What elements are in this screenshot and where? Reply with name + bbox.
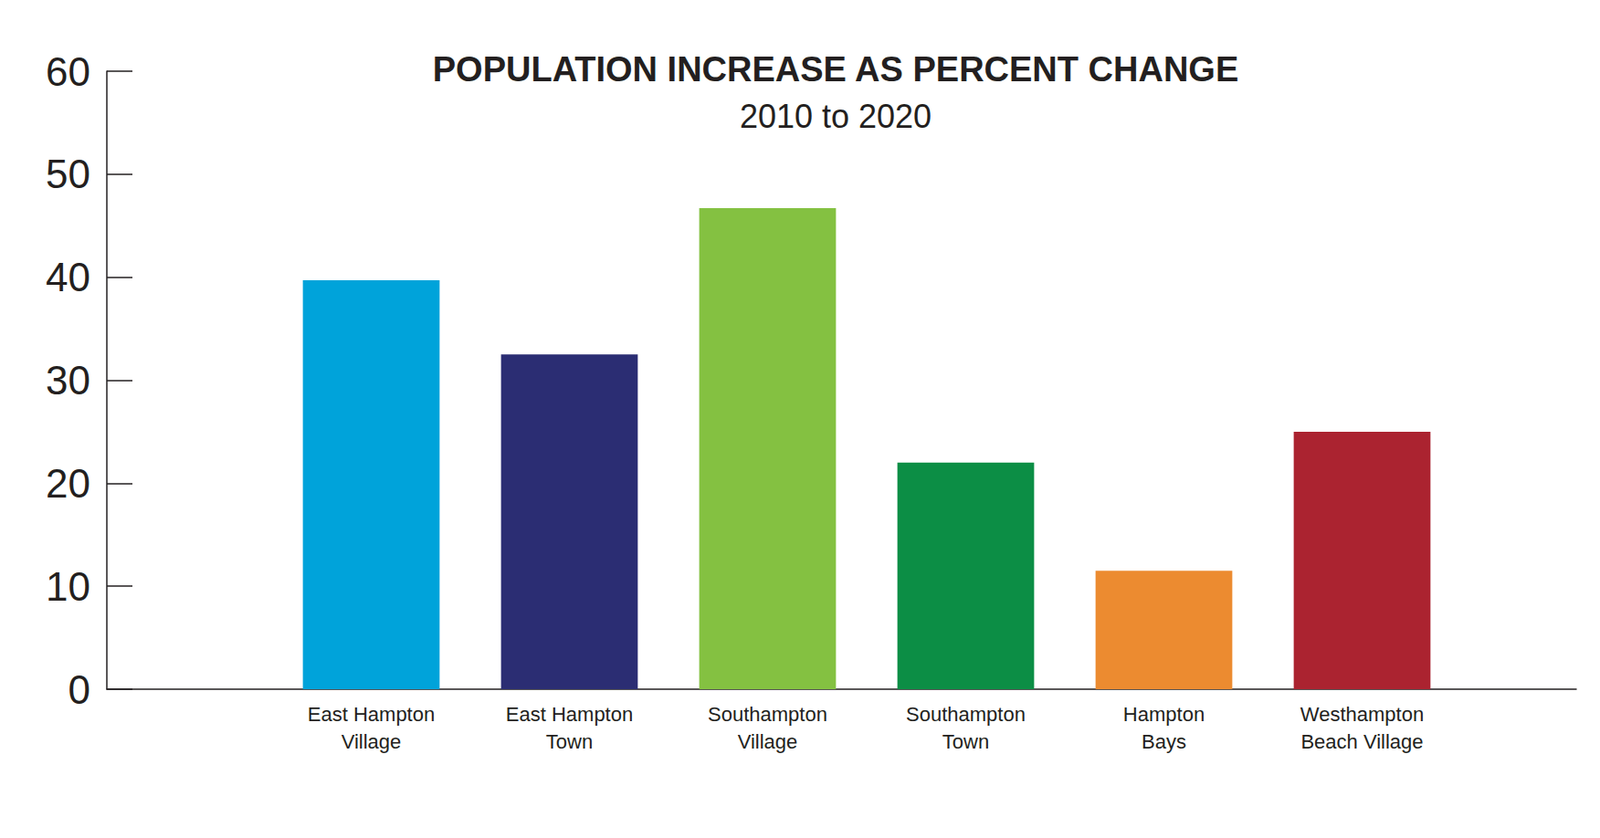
svg-text:50: 50 <box>45 151 91 197</box>
svg-text:Southampton: Southampton <box>707 703 828 727</box>
svg-text:Westhampton: Westhampton <box>1300 703 1424 727</box>
svg-text:20: 20 <box>45 461 91 506</box>
svg-text:Town: Town <box>942 730 990 754</box>
svg-text:Bays: Bays <box>1141 730 1187 754</box>
svg-text:POPULATION INCREASE AS PERCENT: POPULATION INCREASE AS PERCENT CHANGE <box>432 50 1240 89</box>
svg-text:East Hampton: East Hampton <box>307 703 435 727</box>
svg-text:40: 40 <box>45 254 91 300</box>
svg-text:Beach Village: Beach Village <box>1300 730 1423 754</box>
svg-text:Town: Town <box>546 730 593 754</box>
svg-text:Village: Village <box>737 730 799 754</box>
svg-text:2010 to 2020: 2010 to 2020 <box>739 97 932 136</box>
svg-text:Hampton: Hampton <box>1123 703 1205 727</box>
svg-text:30: 30 <box>45 357 91 403</box>
svg-text:10: 10 <box>45 564 91 610</box>
svg-text:Southampton: Southampton <box>905 703 1026 727</box>
svg-text:East Hampton: East Hampton <box>505 703 633 727</box>
svg-text:60: 60 <box>45 49 91 95</box>
svg-text:Village: Village <box>341 730 402 754</box>
svg-text:0: 0 <box>68 667 91 713</box>
